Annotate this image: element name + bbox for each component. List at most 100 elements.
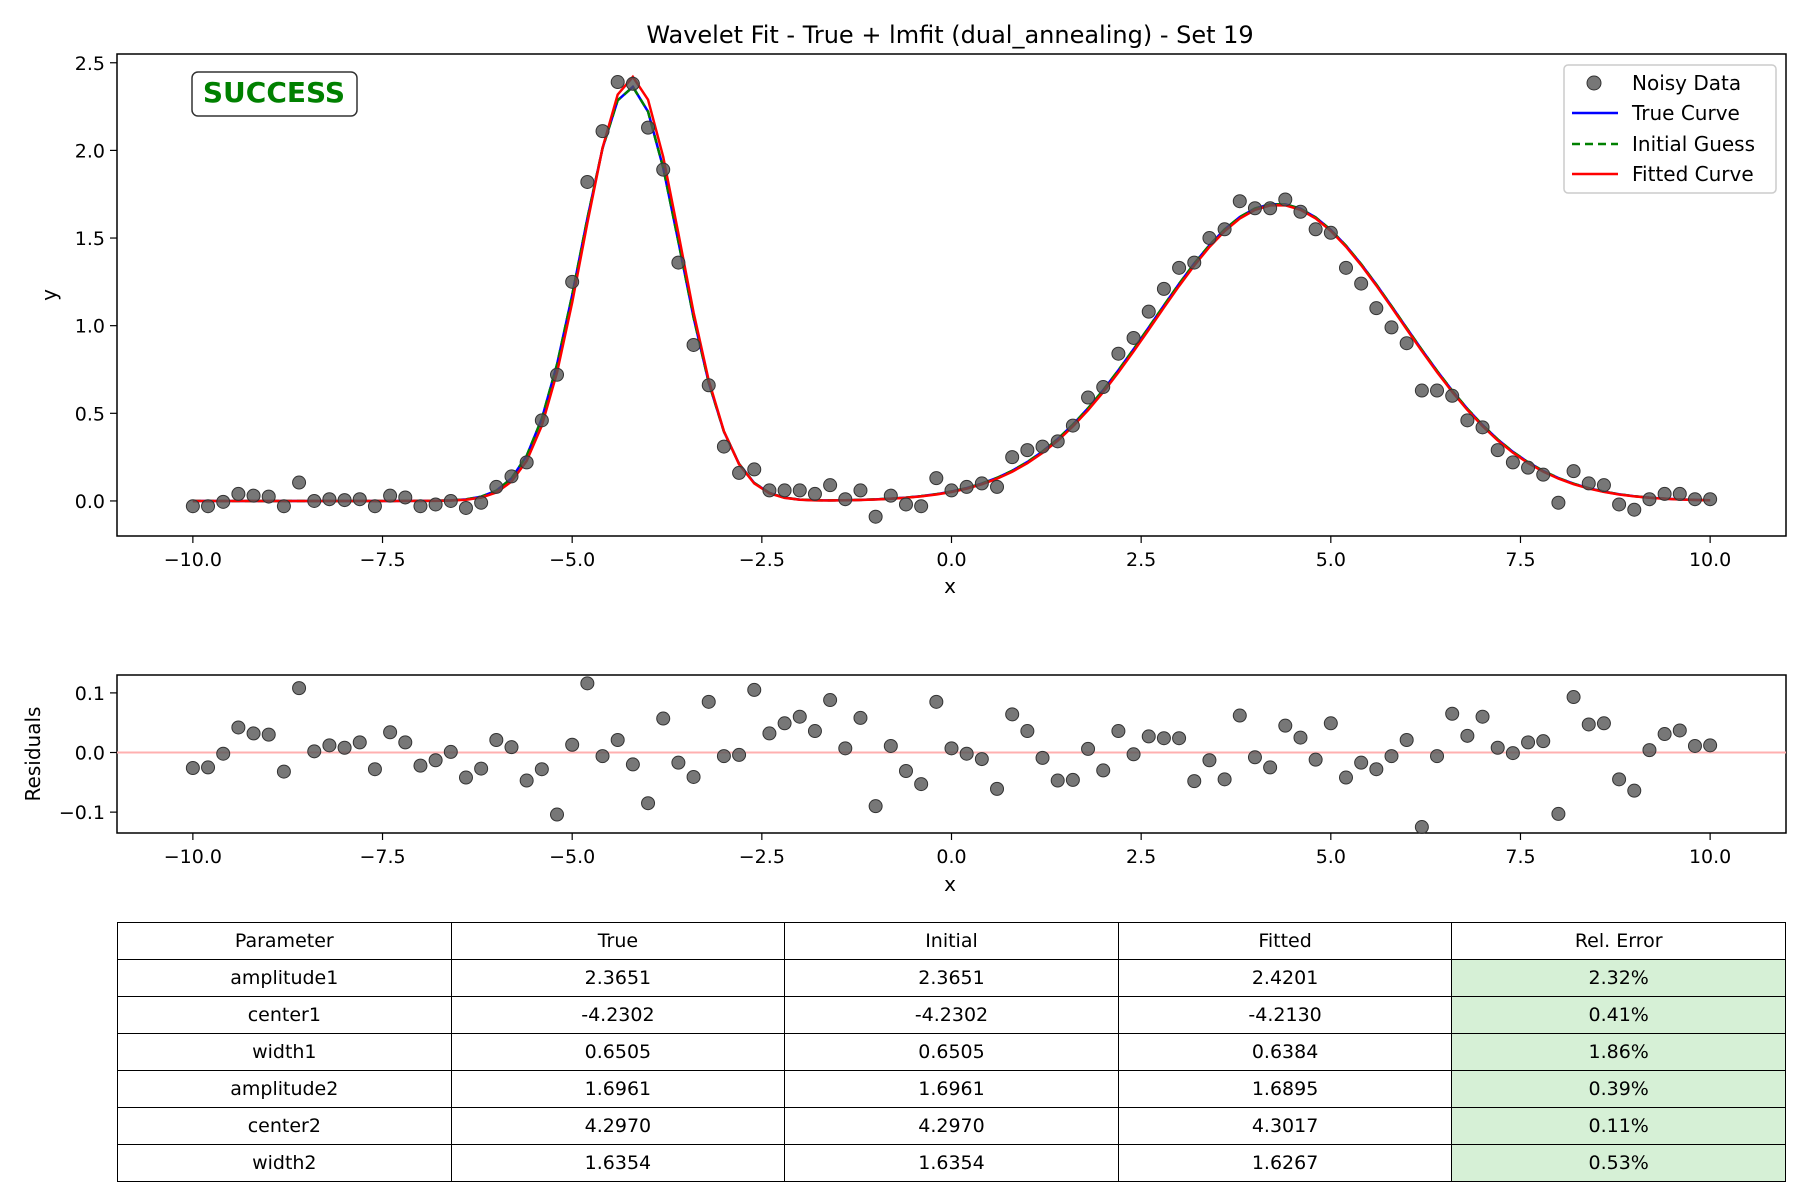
data-point (1293, 204, 1308, 219)
residuals-x-tick-label: 0.0 (936, 846, 966, 868)
residual-point (959, 746, 974, 761)
data-point (883, 488, 898, 503)
main-y-ticks: 0.0 0.5 1.0 1.5 2.0 2.5 (75, 53, 117, 513)
data-point (443, 493, 458, 508)
data-point (1156, 281, 1171, 296)
data-point (1505, 455, 1520, 470)
residual-point (261, 727, 276, 742)
residual-point (929, 694, 944, 709)
table-cell: 1.6961 (450, 1070, 786, 1108)
residual-point (1323, 716, 1338, 731)
residuals-x-tick-label: 5.0 (1316, 846, 1346, 868)
residuals-plot: −10.0 −7.5 −5.0 −2.5 0.0 2.5 5.0 7.5 10.0 −0.1 0.… (21, 674, 1787, 896)
residual-point (1338, 770, 1353, 785)
data-point (1642, 492, 1657, 507)
series-line-true-curve (192, 84, 1711, 503)
residuals-x-tick-label: 10.0 (1689, 846, 1731, 868)
residual-point (1581, 717, 1596, 732)
data-point (1596, 478, 1611, 493)
data-point (322, 492, 337, 507)
residual-point (1703, 738, 1718, 753)
table-cell: 2.4201 (1117, 959, 1453, 997)
data-point (1126, 330, 1141, 345)
table-cell: 0.6505 (450, 1033, 786, 1071)
data-point (1096, 380, 1111, 395)
residual-point (1035, 750, 1050, 765)
data-point (1323, 225, 1338, 240)
legend-item-true-curve: True Curve (1572, 101, 1740, 125)
residual-point (1490, 740, 1505, 755)
legend-label-noisy-data: Noisy Data (1632, 71, 1741, 95)
data-point (1035, 439, 1050, 454)
residual-point (883, 738, 898, 753)
data-point (959, 479, 974, 494)
data-point (792, 483, 807, 498)
residual-point (671, 755, 686, 770)
residuals-x-tick-label: −10.0 (164, 846, 222, 868)
data-point (1521, 460, 1536, 475)
residual-point (1217, 772, 1232, 787)
data-point (1263, 201, 1278, 216)
residual-point (823, 693, 838, 708)
data-point (1278, 192, 1293, 207)
table-cell-rel-error: 0.41% (1451, 996, 1786, 1034)
table-cell: 1.6354 (784, 1144, 1119, 1182)
residual-point (1308, 752, 1323, 767)
data-point (762, 483, 777, 498)
data-point (1445, 388, 1460, 403)
results-header-fitted: Fitted (1117, 922, 1453, 960)
residual-point (762, 726, 777, 741)
residual-point (1126, 747, 1141, 762)
residuals-x-ticks: −10.0 −7.5 −5.0 −2.5 0.0 2.5 5.0 7.5 10.0 (164, 833, 1731, 868)
residual-point (489, 732, 504, 747)
residual-point (1521, 735, 1536, 750)
residual-point (1612, 772, 1627, 787)
residual-point (701, 694, 716, 709)
data-point (489, 479, 504, 494)
data-point (1430, 383, 1445, 398)
residuals-x-tick-label: 7.5 (1505, 846, 1535, 868)
residual-point (1081, 741, 1096, 756)
data-point (1566, 464, 1581, 479)
residual-point (443, 744, 458, 759)
residual-point (1384, 749, 1399, 764)
main-y-tick-label: 1.0 (75, 316, 105, 338)
table-cell: 1.6354 (450, 1144, 786, 1182)
data-point (428, 497, 443, 512)
data-point (1581, 476, 1596, 491)
data-point (732, 465, 747, 480)
legend-item-noisy-data: Noisy Data (1586, 71, 1741, 95)
main-x-tick-label: −2.5 (739, 549, 785, 571)
table-cell: 4.3017 (1117, 1107, 1453, 1145)
residual-point (1430, 749, 1445, 764)
residuals-y-label: Residuals (21, 707, 45, 802)
residuals-points (185, 676, 1718, 835)
residual-point (1293, 730, 1308, 745)
data-point (580, 174, 595, 189)
residual-point (595, 749, 610, 764)
data-point (1672, 486, 1687, 501)
table-cell-rel-error: 0.11% (1451, 1107, 1786, 1145)
residual-point (1096, 763, 1111, 778)
residual-point (990, 781, 1005, 796)
residuals-y-tick-label: −0.1 (59, 802, 105, 824)
residual-point (1687, 738, 1702, 753)
main-y-label: y (37, 289, 61, 301)
residuals-y-tick-label: 0.0 (75, 743, 105, 765)
main-curves (192, 74, 1711, 503)
residual-point (322, 738, 337, 753)
table-row: amplitude2 1.6961 1.6961 1.6895 0.39% (117, 1070, 1786, 1108)
residuals-x-label: x (944, 872, 956, 896)
main-x-tick-label: −7.5 (359, 549, 405, 571)
table-row: amplitude1 2.3651 2.3651 2.4201 2.32% (117, 959, 1786, 997)
table-cell: -4.2302 (784, 996, 1119, 1034)
residual-point (565, 737, 580, 752)
residual-point (1247, 750, 1262, 765)
residual-point (853, 710, 868, 725)
residual-point (1263, 760, 1278, 775)
data-point (1187, 255, 1202, 270)
data-point (944, 483, 959, 498)
residual-point (519, 773, 534, 788)
data-point (641, 120, 656, 135)
